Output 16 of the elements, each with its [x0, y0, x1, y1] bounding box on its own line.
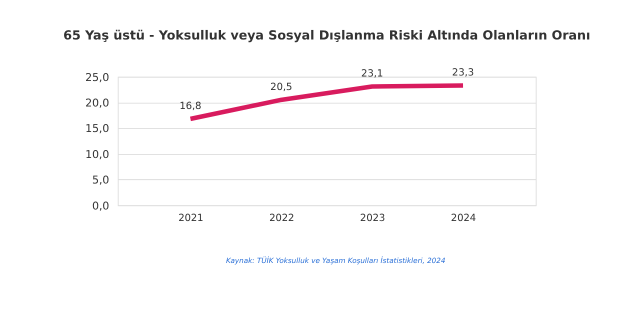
- x-tick-label: 2022: [269, 212, 294, 224]
- text: Kaynak: TÜİK Yoksulluk ve Yaşam Koşulları İstatistikleri, 2024: [226, 256, 446, 265]
- y-tick-label: 15,0: [85, 122, 110, 136]
- y-tick-label: 25,0: [85, 70, 110, 84]
- x-tick-label: 2021: [178, 212, 204, 224]
- y-tick-label: 0,0: [92, 199, 110, 212]
- data-label: 23,1: [361, 68, 384, 80]
- chart-title: 65 Yaş üstü - Yoksulluk veya Sosyal Dışlanma Riski Altında Olanların Oranı: [63, 28, 590, 43]
- data-label: 20,5: [270, 82, 292, 93]
- y-tick-label: 20,0: [85, 96, 110, 110]
- x-tick-label: 2023: [360, 212, 386, 224]
- y-tick-label: 5,0: [92, 174, 110, 187]
- x-tick-label: 2024: [450, 212, 476, 224]
- data-label: 16,8: [179, 100, 202, 112]
- data-label: 23,3: [452, 68, 474, 79]
- y-tick-label: 10,0: [85, 148, 110, 161]
